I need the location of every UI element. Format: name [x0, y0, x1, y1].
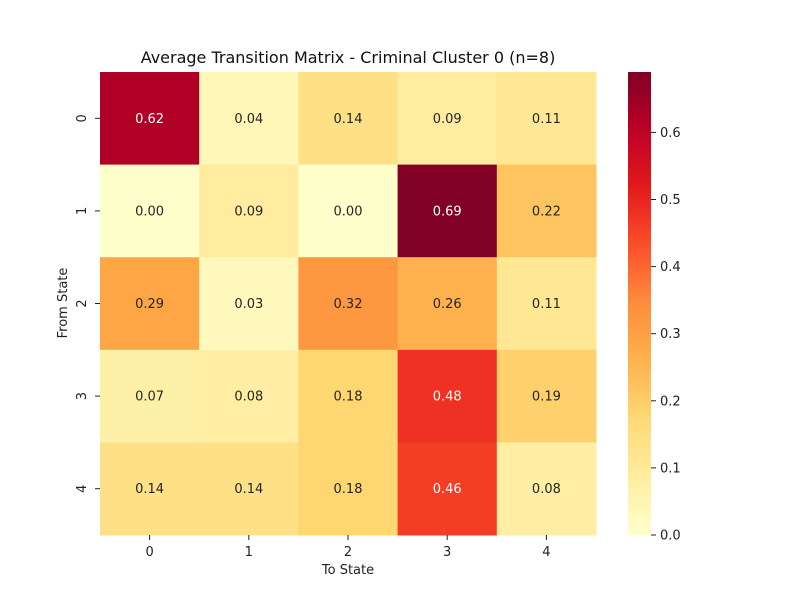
cell-value-label: 0.07 [135, 390, 164, 405]
y-axis-ticks: 0 1 2 3 4 [75, 114, 100, 493]
cell-value-label: 0.03 [234, 297, 263, 312]
heatmap-cell-0-1 [199, 72, 299, 166]
heatmap-cell-1-1 [199, 164, 299, 258]
heatmap-cell-0-3 [397, 72, 498, 166]
heatmap-cell-4-0 [100, 442, 200, 536]
heatmap-cell-1-2 [298, 164, 399, 258]
cell-value-label: 0.32 [334, 297, 363, 312]
cell-value-label: 0.14 [234, 482, 263, 497]
cell-value-label: 0.11 [532, 112, 561, 127]
cell-value-label: 0.00 [334, 204, 363, 219]
heatmap-cell-3-0 [100, 349, 200, 443]
cell-value-label: 0.04 [234, 112, 263, 127]
heatmap-cell-2-4 [496, 257, 597, 351]
cell-value-label: 0.62 [135, 112, 164, 127]
heatmap-cell-0-2 [298, 72, 399, 166]
y-tick-label: 4 [75, 485, 90, 493]
heatmap-cell-0-4 [496, 72, 597, 166]
cell-value-label: 0.46 [433, 482, 462, 497]
heatmap-cell-1-3 [397, 164, 498, 258]
cell-value-label: 0.48 [433, 390, 462, 405]
heatmap-cell-4-4 [496, 442, 597, 536]
colorbar-tick-label: 0.0 [660, 529, 681, 544]
cell-value-label: 0.11 [532, 297, 561, 312]
cell-value-label: 0.00 [135, 204, 164, 219]
cell-value-label: 0.14 [334, 112, 363, 127]
heatmap-cell-2-2 [298, 257, 399, 351]
colorbar-tick-label: 0.6 [660, 126, 681, 141]
heatmap-cells: 0.62 0.04 0.14 0.09 0.11 0.00 0.09 0.00 0.69 0.22… [100, 72, 597, 536]
colorbar [628, 72, 651, 535]
cell-value-label: 0.14 [135, 482, 164, 497]
colorbar-tick-label: 0.2 [660, 394, 681, 409]
colorbar-tick-label: 0.3 [660, 327, 681, 342]
cell-value-label: 0.08 [234, 390, 263, 405]
colorbar-tick-label: 0.4 [660, 260, 681, 275]
cell-value-label: 0.08 [532, 482, 561, 497]
y-tick-label: 1 [75, 207, 90, 215]
y-tick-label: 2 [75, 299, 90, 307]
y-tick-label: 3 [75, 392, 90, 400]
heatmap-cell-4-3 [397, 442, 498, 536]
cell-value-label: 0.69 [433, 204, 462, 219]
cell-value-label: 0.18 [334, 390, 363, 405]
heatmap-cell-4-2 [298, 442, 399, 536]
colorbar-tick-label: 0.1 [660, 461, 681, 476]
x-tick-label: 2 [344, 545, 352, 560]
y-tick-label: 0 [75, 114, 90, 122]
heatmap-cell-0-0 [100, 72, 200, 166]
x-tick-label: 3 [443, 545, 451, 560]
colorbar-tick-label: 0.5 [660, 193, 681, 208]
x-axis-ticks: 0 1 2 3 4 [145, 535, 551, 560]
x-tick-label: 4 [542, 545, 550, 560]
y-axis-label: From State [56, 268, 71, 339]
heatmap-cell-3-3 [397, 349, 498, 443]
cell-value-label: 0.18 [334, 482, 363, 497]
heatmap-cell-2-3 [397, 257, 498, 351]
cell-value-label: 0.26 [433, 297, 462, 312]
heatmap-cell-3-4 [496, 349, 597, 443]
cell-value-label: 0.22 [532, 204, 561, 219]
x-axis-label: To State [321, 563, 374, 578]
x-tick-label: 0 [145, 545, 153, 560]
heatmap-cell-1-0 [100, 164, 200, 258]
cell-value-label: 0.09 [433, 112, 462, 127]
chart-title: Average Transition Matrix - Criminal Clu… [141, 48, 556, 67]
cell-value-label: 0.09 [234, 204, 263, 219]
heatmap-cell-2-1 [199, 257, 299, 351]
cell-value-label: 0.19 [532, 390, 561, 405]
colorbar-ticks: 0.0 0.1 0.2 0.3 0.4 0.5 0.6 [651, 126, 681, 544]
heatmap-cell-2-0 [100, 257, 200, 351]
x-tick-label: 1 [245, 545, 253, 560]
heatmap-cell-1-4 [496, 164, 597, 258]
heatmap-cell-4-1 [199, 442, 299, 536]
heatmap-cell-3-2 [298, 349, 399, 443]
heatmap-cell-3-1 [199, 349, 299, 443]
cell-value-label: 0.29 [135, 297, 164, 312]
